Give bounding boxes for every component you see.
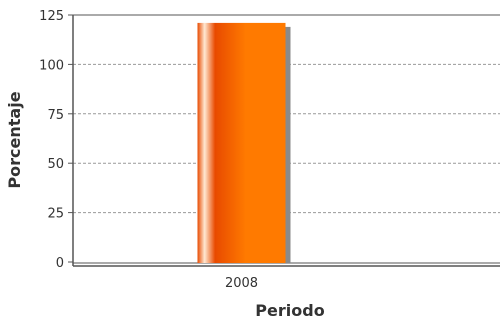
y-tick-label: 100 xyxy=(39,58,64,73)
y-tick-labels: 0 25 50 75 100 125 xyxy=(39,9,64,271)
bars xyxy=(197,22,291,264)
x-tick-label: 2008 xyxy=(225,276,258,291)
x-axis-label: Periodo xyxy=(255,301,324,320)
x-tick-labels: 2008 xyxy=(225,276,258,291)
y-axis-label: Porcentaje xyxy=(5,91,24,188)
y-tick-label: 125 xyxy=(39,9,64,24)
y-tick-label: 75 xyxy=(47,108,64,123)
y-tick-label: 25 xyxy=(47,207,64,222)
y-tick-label: 50 xyxy=(47,157,64,172)
y-tick-label: 0 xyxy=(56,256,64,271)
bar xyxy=(197,22,286,264)
